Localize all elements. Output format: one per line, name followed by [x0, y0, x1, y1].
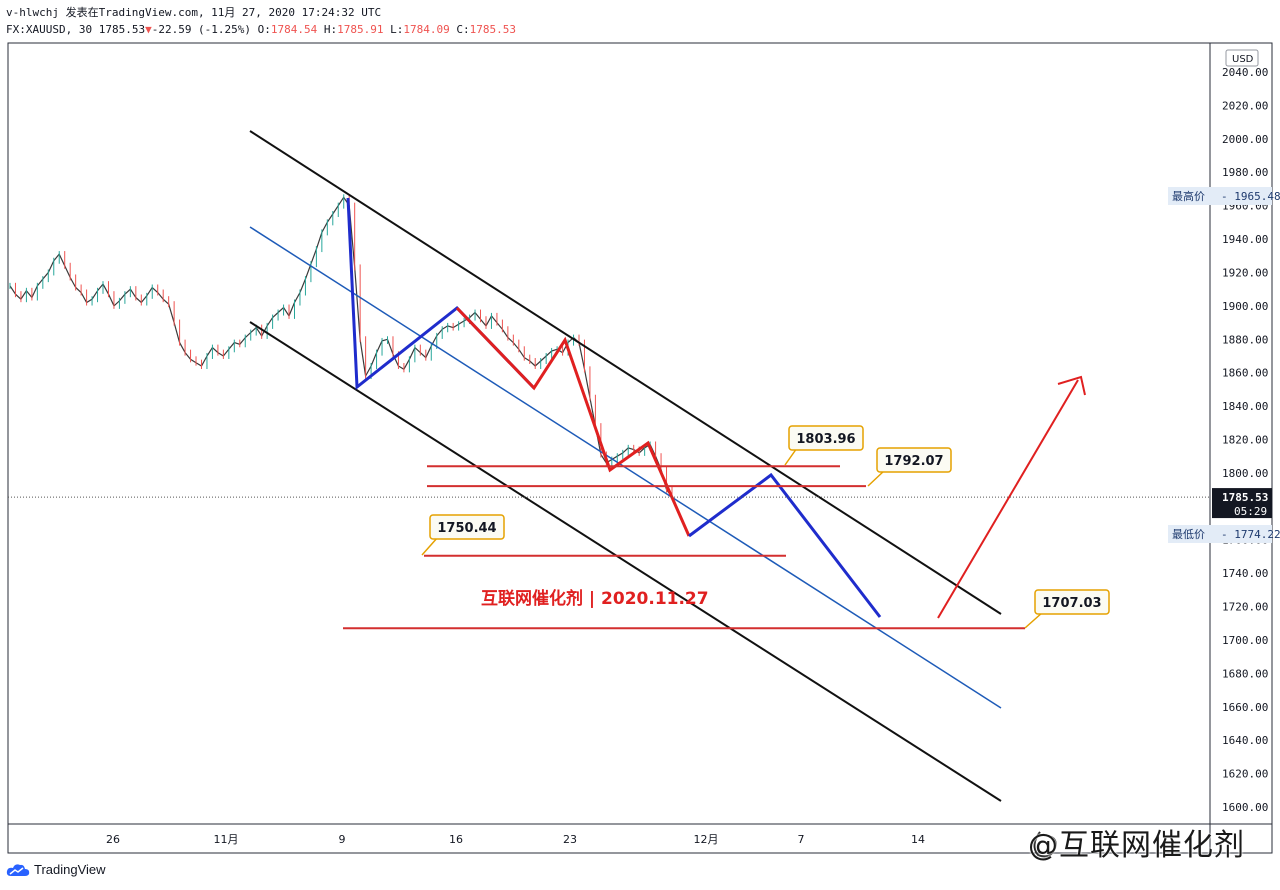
high-marker-value: - 1965.48	[1221, 190, 1280, 203]
chart-caption: 互联网催化剂 | 2020.11.27	[481, 588, 709, 609]
y-tick-label: 1720.00	[1222, 601, 1268, 614]
callout-pointer	[784, 447, 798, 466]
low-marker-value: - 1774.22	[1221, 528, 1280, 541]
y-tick-label: 1660.00	[1222, 701, 1268, 714]
close-value: 1785.53	[469, 23, 516, 36]
x-tick-label: 14	[911, 833, 925, 846]
high-marker-box	[1168, 187, 1272, 205]
y-tick-label: 1980.00	[1222, 166, 1268, 179]
y-tick-label: 1620.00	[1222, 768, 1268, 781]
wave-path-red	[455, 306, 691, 537]
low-value: 1784.09	[403, 23, 450, 36]
y-tick-label: 1600.00	[1222, 801, 1268, 814]
current-price-tag	[1212, 488, 1272, 519]
callout-label: 1750.44	[437, 521, 496, 536]
forecast-arrow-head-icon	[1057, 375, 1086, 396]
price-series-line	[9, 196, 673, 498]
countdown-label: 05:29	[1234, 505, 1267, 518]
symbol-label[interactable]: FX:XAUUSD, 30	[6, 23, 93, 36]
chart-header-publisher: v-hlwchj 发表在TradingView.com, 11月 27, 202…	[6, 6, 382, 19]
tradingview-cloud-icon	[6, 863, 30, 876]
callout-box	[429, 514, 505, 540]
low-label: L:	[390, 23, 404, 36]
x-tick-label: 12月	[694, 833, 719, 846]
y-tick-label: 1800.00	[1222, 467, 1268, 480]
y-tick-label: 1920.00	[1222, 266, 1268, 279]
x-tick-label: 16	[449, 833, 463, 846]
chart-header-ohlc: FX:XAUUSD, 30 1785.53▼-22.59 (-1.25%) O:…	[6, 23, 516, 37]
low-marker-box	[1168, 525, 1272, 543]
wave-path-blue-2	[688, 472, 882, 618]
y-tick-label: 1840.00	[1222, 400, 1268, 413]
y-tick-label: 1860.00	[1222, 367, 1268, 380]
x-tick-label: 9	[339, 833, 346, 846]
y-tick-label: 1680.00	[1222, 667, 1268, 680]
callout-box	[1034, 589, 1110, 615]
last-price: 1785.53	[98, 23, 146, 36]
x-tick-label: 26	[106, 833, 120, 846]
tradingview-logo[interactable]: TradingView	[6, 862, 106, 877]
y-tick-label: 1700.00	[1222, 634, 1268, 647]
channel-lower-line	[249, 321, 1002, 802]
callout-pointer	[421, 536, 439, 556]
forecast-arrow-line	[937, 379, 1079, 619]
watermark-swirl-icon	[1033, 831, 1057, 858]
y-tick-label: 1880.00	[1222, 333, 1268, 346]
close-label: C:	[456, 23, 470, 36]
y-tick-label: 1640.00	[1222, 734, 1268, 747]
y-tick-label: 1900.00	[1222, 300, 1268, 313]
x-tick-label: 23	[563, 833, 577, 846]
y-tick-label: 1940.00	[1222, 233, 1268, 246]
high-value: 1785.91	[337, 23, 384, 36]
watermark-text: @互联网催化剂	[1028, 828, 1245, 863]
current-price-label: 1785.53	[1222, 491, 1268, 504]
y-tick-label: 1740.00	[1222, 567, 1268, 580]
low-marker-label: 最低价	[1172, 528, 1205, 541]
channel-upper-line	[249, 130, 1002, 615]
down-arrow-icon: ▼	[145, 23, 152, 36]
y-tick-label: 1820.00	[1222, 434, 1268, 447]
chart-frame	[7, 42, 1273, 854]
open-label: O:	[257, 23, 271, 36]
high-label: H:	[323, 23, 338, 36]
callout-box	[788, 425, 864, 451]
high-marker-label: 最高价	[1172, 189, 1205, 203]
currency-label: USD	[1232, 54, 1254, 65]
y-tick-label: 2020.00	[1222, 99, 1268, 112]
price-change: -22.59 (-1.25%)	[151, 23, 252, 36]
x-tick-label: 7	[798, 833, 805, 846]
currency-box	[1225, 49, 1259, 67]
y-tick-label: 2000.00	[1222, 133, 1268, 146]
callout-label: 1803.96	[796, 432, 855, 447]
x-tick-label: 11月	[214, 833, 239, 846]
callout-label: 1792.07	[884, 454, 943, 469]
callout-label: 1707.03	[1042, 596, 1101, 611]
tradingview-brand-label: TradingView	[34, 862, 106, 877]
open-value: 1784.54	[270, 23, 318, 36]
y-tick-label: 2040.00	[1222, 66, 1268, 79]
callout-box	[876, 447, 952, 473]
